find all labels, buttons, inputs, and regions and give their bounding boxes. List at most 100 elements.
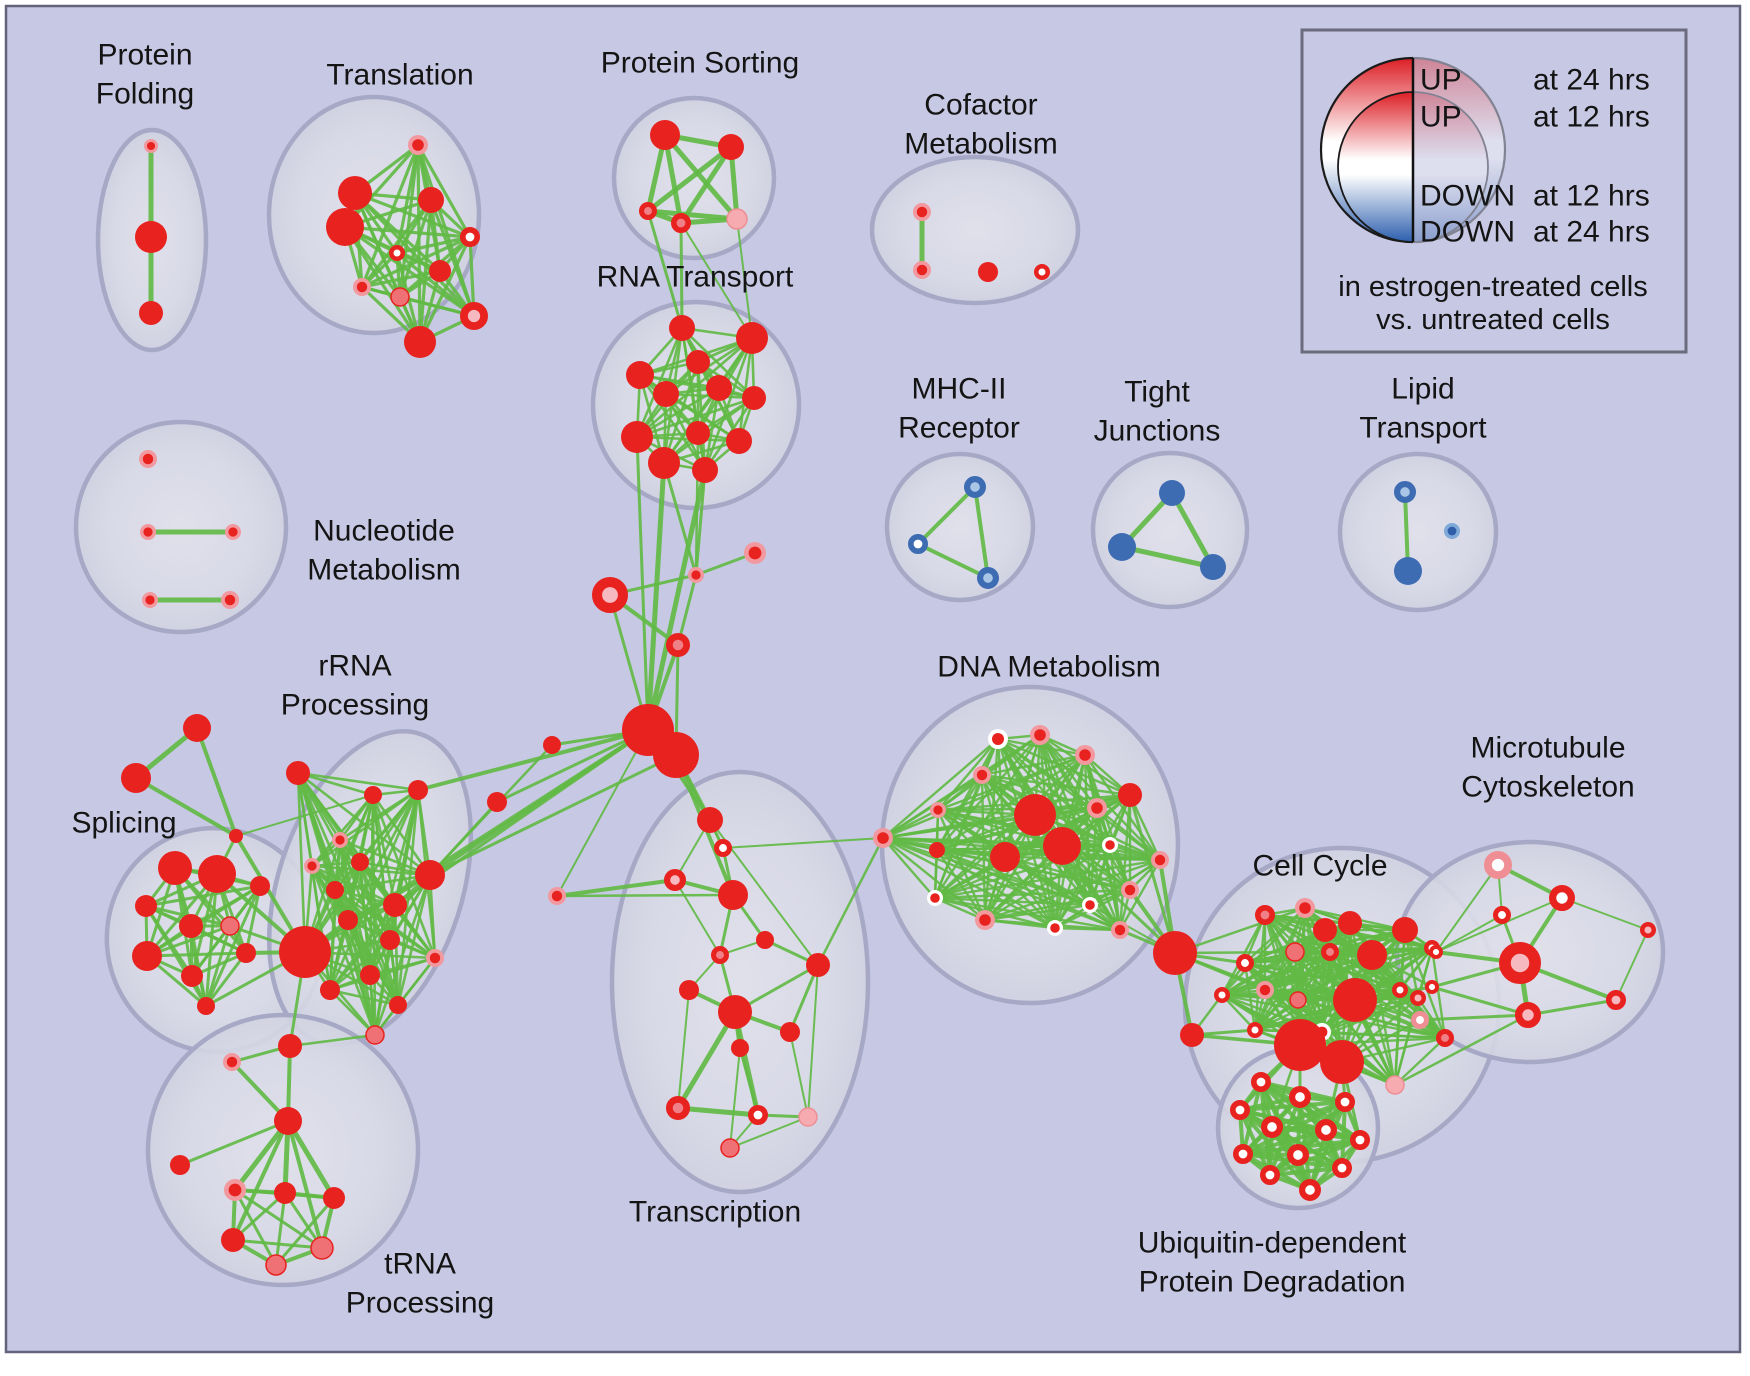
edge-rna_transport [737,336,754,443]
node-microtubule [1499,942,1542,985]
legend-row-label: DOWN [1420,180,1515,213]
node-cofactor-core [916,206,928,218]
edge-dna [935,843,1112,852]
node-splicing [220,916,240,936]
node-rrna [279,926,331,978]
cluster-ellipse-tight_junctions [1090,450,1250,610]
cluster-label-cofactor: Cofactor [924,89,1037,122]
edge-transcription [674,879,721,956]
edge-link [680,222,753,339]
edge-dna [881,836,987,922]
edge-translation [343,225,476,318]
edge-link [235,794,374,837]
cluster-label-transcription: Transcription [629,1196,801,1229]
node-translation [459,227,480,248]
edge-microtubule [1435,914,1503,953]
node-mhc [977,567,1000,590]
edge-microtubule [1418,1013,1530,1022]
edge-mhc [916,542,990,580]
edge-rrna [396,873,432,1007]
edge-rrna [310,788,420,868]
edge-cell_cycle [1393,988,1402,1087]
node-cell_cycle-core [1259,984,1271,996]
edge-cell_cycle [1398,946,1434,992]
edge-dna [881,753,1087,840]
edge-cell_cycle [1220,993,1257,1032]
legend-row-time: at 24 hrs [1533,64,1650,97]
edge-rrna [388,938,400,1007]
cluster-label-dna: DNA Metabolism [937,651,1160,684]
edge-dna [1095,806,1162,862]
edge-trna [232,1118,291,1193]
node-rrna [351,853,369,871]
node-dna-core [1050,923,1060,933]
node-cofactor-core [916,264,928,276]
node-transcription [718,880,748,910]
node-protein_sorting [650,120,680,150]
node-transcription [798,1107,818,1127]
edge-ubiquitin [1268,1138,1362,1177]
cluster-label-cell_cycle: Cell Cycle [1252,850,1387,883]
edge-rrna [310,864,377,1037]
node-ubiquitin [1260,1165,1281,1186]
edge-link [645,460,667,733]
legend-caption-line: vs. untreated cells [1376,304,1610,336]
cluster-label-microtubule: Cytoskeleton [1461,771,1634,804]
cluster-ellipse-transcription [609,769,871,1195]
node-transcription-core [551,890,563,902]
node-cell_cycle [1246,1021,1263,1038]
cluster-ellipse-mhc [884,451,1036,603]
cluster-label-tight_junctions: Junctions [1094,415,1221,448]
node-microtubule [1606,989,1627,1010]
edge-trna [233,1188,324,1250]
node-rna_transport [686,421,710,445]
edge-dna [935,733,1042,852]
edge-rrna [328,918,350,992]
edge-transcription [555,878,677,898]
edge-cell_cycle [1243,946,1434,965]
edge-dna [980,753,1087,777]
cluster-label-splicing: Splicing [71,807,176,840]
edge-dna [933,773,984,900]
edge-rrna [371,793,397,907]
edge-dna [881,836,937,900]
node-cell_cycle [1333,978,1377,1022]
edge-cell_cycle [1393,1036,1447,1087]
edge-transcription [675,1009,738,1111]
cluster-label-rrna: rRNA [318,650,391,683]
cluster-label-ubiquitin: Ubiquitin-dependent [1138,1227,1407,1260]
edge-dna [881,836,1057,930]
node-nucleotide-core [145,595,155,605]
node-trna [323,1187,345,1209]
node-cell_cycle [1236,954,1255,973]
node-protein_sorting [639,202,658,221]
cluster-labels: Protein Folding Translation Protein Sorting… [71,39,1634,1320]
edge-splicing [173,866,248,955]
node-dna [990,842,1020,872]
node-translation [390,287,410,307]
edge-link [662,461,698,577]
node-splicing [135,895,157,917]
node-lipid [1394,557,1422,585]
node-dna-core [933,805,943,815]
edge-link [428,753,678,877]
edge-rrna [333,888,437,960]
node-translation [404,326,436,358]
node-rna_transport [706,375,732,401]
legend-row-time: at 12 hrs [1533,180,1650,213]
node-trna [221,1228,245,1252]
node-rrna [365,1025,385,1045]
node-ubiquitin [1230,1100,1251,1121]
node-rrna [380,930,400,950]
edge-rna_transport [664,392,741,443]
node-dna-core [979,914,991,926]
edge-rna_transport [635,336,754,439]
cluster-label-translation: Translation [326,59,473,92]
node-protein_sorting [718,134,744,160]
edge-dna [935,848,1122,932]
edge-rrna [296,771,375,797]
legend-row-time: at 12 hrs [1533,101,1650,134]
legend-row-time: at 24 hrs [1533,216,1650,249]
edge-tight_junctions [1169,490,1216,570]
